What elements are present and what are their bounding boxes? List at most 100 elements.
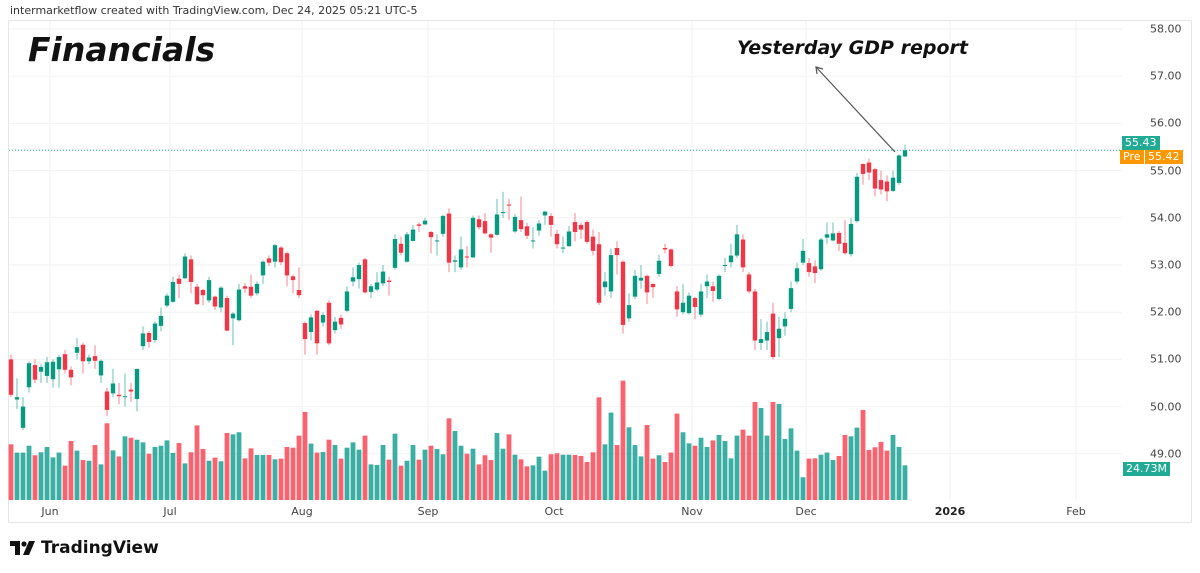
volume-bar <box>320 452 326 500</box>
candle-body <box>686 295 692 314</box>
volume-bar <box>326 439 332 500</box>
candle-body <box>512 216 518 232</box>
candle-body <box>164 295 170 306</box>
volume-bars <box>8 380 908 500</box>
candle-body <box>8 359 14 395</box>
candle-body <box>326 302 332 344</box>
volume-bar <box>86 460 92 500</box>
time-tick-label: Jun <box>41 505 59 518</box>
volume-bar <box>308 443 314 500</box>
candle-body <box>752 291 758 341</box>
candle-body <box>758 339 764 343</box>
candle-body <box>254 283 260 294</box>
candle-body <box>56 357 62 370</box>
volume-bar <box>464 453 470 500</box>
time-tick-label: Oct <box>544 505 564 518</box>
volume-bar <box>878 441 884 500</box>
candle-body <box>380 271 386 284</box>
tradingview-logo[interactable]: TradingView <box>10 538 159 558</box>
volume-bar <box>884 450 890 500</box>
candle-body <box>770 313 776 358</box>
candle-body <box>824 234 830 238</box>
volume-bar <box>494 432 500 500</box>
candle-body <box>584 222 590 242</box>
premarket-badge: Pre <box>1120 150 1144 164</box>
candle-body <box>698 291 704 315</box>
candle-body <box>626 305 632 319</box>
volume-bar <box>506 434 512 500</box>
candle-body <box>842 242 848 254</box>
volume-bar <box>290 447 296 500</box>
volume-bar <box>206 460 212 500</box>
volume-bar <box>182 463 188 500</box>
volume-bar <box>578 455 584 500</box>
price-tick-label: 54.00 <box>1150 211 1182 225</box>
volume-bar <box>314 452 320 500</box>
volume-bar <box>50 457 56 500</box>
volume-bar <box>74 450 80 500</box>
candle-body <box>656 260 662 274</box>
candle-body <box>614 248 620 256</box>
candle-body <box>296 290 302 296</box>
volume-bar <box>404 460 410 500</box>
volume-bar <box>896 446 902 500</box>
candle-body <box>416 224 422 226</box>
candle-body <box>716 275 722 299</box>
volume-bar <box>854 427 860 500</box>
price-tick-label: 50.00 <box>1150 400 1182 414</box>
candle-body <box>350 277 356 282</box>
candle-body <box>848 223 854 255</box>
candle-body <box>704 281 710 287</box>
candle-body <box>26 363 32 388</box>
volume-bar <box>440 454 446 500</box>
annotation-text[interactable]: Yesterday GDP report <box>737 37 968 59</box>
volume-bar <box>266 454 272 500</box>
candle-body <box>104 391 110 410</box>
volume-bar <box>698 437 704 500</box>
candle-body <box>644 275 650 293</box>
volume-bar <box>620 380 626 500</box>
tradingview-logo-icon <box>10 541 35 555</box>
candle-body <box>764 332 770 341</box>
candle-body <box>314 310 320 344</box>
time-tick-label: 2026 <box>934 505 966 518</box>
volume-bar <box>176 443 182 500</box>
volume-bar <box>566 454 572 500</box>
volume-bar <box>644 424 650 500</box>
volume-bar <box>848 436 854 500</box>
candle-body <box>602 281 608 288</box>
candle-body <box>566 231 572 247</box>
volume-bar <box>860 409 866 500</box>
volume-bar <box>614 445 620 500</box>
volume-bar <box>194 425 200 500</box>
candle-body <box>158 315 164 326</box>
volume-bar <box>788 428 794 500</box>
candle-body <box>788 288 794 309</box>
candle-body <box>134 368 140 400</box>
volume-bar <box>362 435 368 500</box>
volume-bar <box>272 459 278 500</box>
candle-body <box>98 360 104 376</box>
volume-bar <box>380 445 386 500</box>
volume-bar <box>794 450 800 500</box>
candle-body <box>890 177 896 191</box>
candle-body <box>734 234 740 256</box>
volume-bar <box>716 434 722 500</box>
volume-bar <box>836 455 842 500</box>
volume-bar <box>530 465 536 500</box>
candle-body <box>434 240 440 242</box>
volume-bar <box>242 458 248 500</box>
volume-bar <box>350 442 356 500</box>
candle-body <box>356 265 362 280</box>
volume-bar <box>758 407 764 500</box>
candle-body <box>650 283 656 288</box>
volume-bar <box>20 452 26 500</box>
candle-body <box>260 261 266 276</box>
arrow-head-icon <box>815 66 824 75</box>
candle-body <box>482 221 488 234</box>
volume-bar <box>428 445 434 500</box>
candle-body <box>374 282 380 290</box>
volume-bar <box>608 412 614 500</box>
candle-body <box>32 365 38 380</box>
